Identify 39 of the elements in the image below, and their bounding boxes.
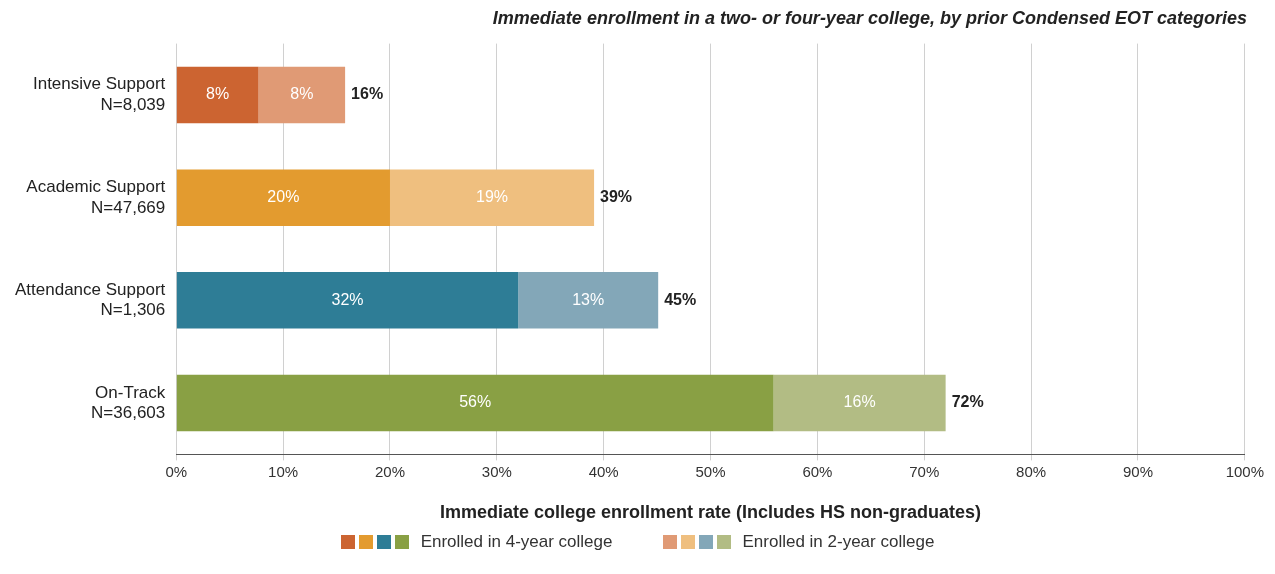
total-label: 16% (351, 85, 384, 103)
total-label: 72% (951, 393, 984, 411)
x-tick-label: 10% (268, 462, 299, 480)
x-tick-label: 100% (1225, 462, 1265, 480)
x-tick-label: 90% (1122, 462, 1153, 480)
x-tick-label: 30% (481, 462, 512, 480)
data-label: 32% (331, 290, 364, 308)
legend-label: Enrolled in 4-year college (420, 532, 613, 552)
data-label: 13% (572, 290, 605, 308)
data-label: 8% (290, 85, 314, 103)
bar (176, 374, 774, 432)
legend-label: Enrolled in 2-year college (742, 532, 935, 552)
total-label: 39% (600, 188, 633, 206)
x-tick-label: 60% (802, 462, 833, 480)
x-tick-label: 80% (1016, 462, 1047, 480)
y-tick-label: Intensive Support N=8,039 (32, 74, 166, 114)
bar (176, 169, 390, 226)
bar (773, 374, 946, 432)
x-tick-label: 40% (588, 462, 619, 480)
data-label: 8% (206, 85, 230, 103)
bar (176, 272, 519, 329)
data-label: 56% (459, 393, 492, 411)
bar (518, 272, 659, 329)
x-tick-label: 0% (165, 462, 188, 480)
data-label: 16% (843, 393, 876, 411)
x-tick-label: 20% (374, 462, 405, 480)
y-tick-label: Academic Support N=47,669 (26, 177, 166, 217)
data-label: 20% (267, 188, 300, 206)
bar (258, 66, 346, 124)
y-tick-label: Attendance Support N=1,306 (15, 279, 166, 320)
y-tick-label: On-Track N=36,603 (91, 382, 166, 422)
chart-title: Immediate enrollment in a two- or four-year college, by prior Condensed EOT categories (492, 7, 1247, 28)
data-label: 19% (476, 188, 509, 206)
bar (176, 66, 259, 124)
bar (389, 169, 595, 226)
x-tick-label: 50% (695, 462, 726, 480)
x-tick-label: 70% (909, 462, 940, 480)
total-label: 45% (664, 290, 697, 308)
x-axis-title: Immediate college enrollment rate (Includes HS non-graduates) (439, 502, 982, 523)
